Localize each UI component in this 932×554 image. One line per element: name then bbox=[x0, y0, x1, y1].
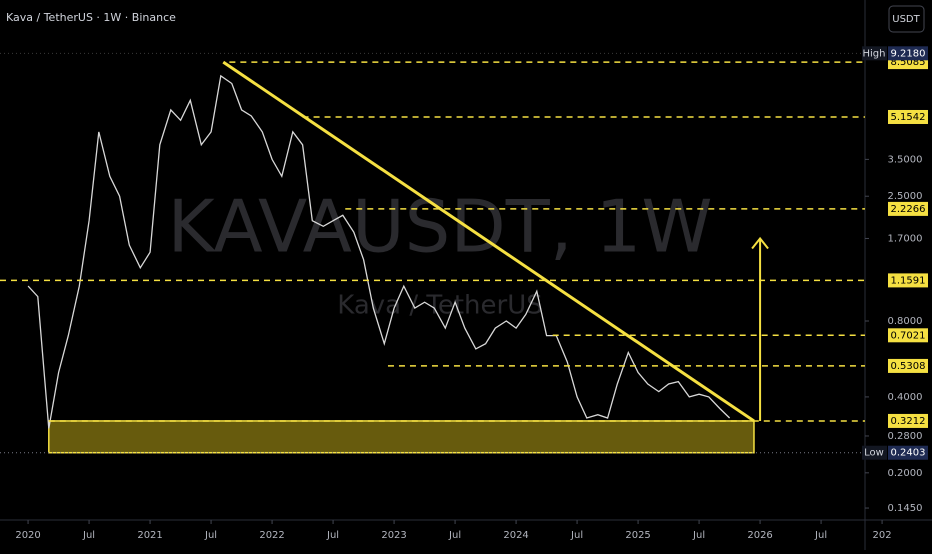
low-badge bbox=[862, 445, 887, 460]
watermark: KAVAUSDT, 1W bbox=[167, 185, 712, 269]
high-badge-label: High bbox=[863, 48, 886, 59]
symbol-title: Kava / TetherUS · 1W · Binance bbox=[6, 11, 176, 24]
level-label-box bbox=[888, 201, 928, 216]
level-label-box bbox=[888, 273, 928, 288]
x-tick-label: Jul bbox=[326, 530, 339, 541]
x-tick-label: 2024 bbox=[503, 530, 528, 541]
low-value-label: 0.2403 bbox=[891, 448, 926, 459]
level-label-box bbox=[888, 358, 928, 373]
x-tick-label: 2022 bbox=[259, 530, 284, 541]
low-badge-label: Low bbox=[864, 448, 884, 459]
level-label: 0.7021 bbox=[891, 330, 926, 341]
level-label-box bbox=[888, 109, 928, 124]
currency-button[interactable] bbox=[888, 5, 925, 33]
level-label: 0.3212 bbox=[891, 416, 926, 427]
y-tick-label: 0.4000 bbox=[888, 392, 923, 403]
arrow-head bbox=[751, 236, 769, 250]
level-label-box bbox=[888, 413, 928, 428]
level-label: 5.1542 bbox=[891, 112, 926, 123]
y-tick-label: 3.5000 bbox=[888, 154, 923, 165]
level-label-box bbox=[888, 328, 928, 343]
high-value-label: 9.2180 bbox=[891, 48, 926, 59]
trendline bbox=[222, 60, 755, 423]
x-tick-label: Jul bbox=[692, 530, 705, 541]
y-tick-label: 0.1450 bbox=[888, 503, 923, 514]
support-zone bbox=[48, 420, 755, 454]
y-tick-label: 0.8000 bbox=[888, 316, 923, 327]
level-label: 2.2266 bbox=[891, 204, 926, 215]
x-tick-label: Jul bbox=[82, 530, 95, 541]
level-label: 0.5308 bbox=[891, 361, 926, 372]
x-tick-label: 2025 bbox=[625, 530, 650, 541]
high-value-box bbox=[888, 46, 928, 61]
x-tick-label: Jul bbox=[814, 530, 827, 541]
y-tick-label: 1.7000 bbox=[888, 233, 923, 244]
currency-label[interactable]: USDT bbox=[892, 14, 920, 25]
level-label: 8.5085 bbox=[891, 57, 926, 68]
y-tick-label: 2.5000 bbox=[888, 191, 923, 202]
x-tick-label: 202 bbox=[873, 530, 892, 541]
x-tick-label: 2021 bbox=[137, 530, 162, 541]
x-tick-label: Jul bbox=[204, 530, 217, 541]
low-value-box bbox=[888, 445, 928, 460]
x-tick-label: 2023 bbox=[381, 530, 406, 541]
x-tick-label: Jul bbox=[570, 530, 583, 541]
level-label: 1.1591 bbox=[891, 275, 926, 286]
y-tick-label: 0.2000 bbox=[888, 468, 923, 479]
price-line bbox=[27, 74, 731, 429]
watermark-sub: Kava / TetherUS bbox=[337, 291, 543, 321]
x-tick-label: Jul bbox=[448, 530, 461, 541]
x-tick-label: 2020 bbox=[15, 530, 40, 541]
high-badge bbox=[862, 46, 887, 61]
x-tick-label: 2026 bbox=[747, 530, 772, 541]
y-tick-label: 0.2800 bbox=[888, 431, 923, 442]
